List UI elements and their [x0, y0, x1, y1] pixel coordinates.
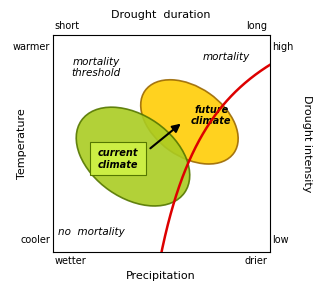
Text: low: low: [272, 236, 289, 246]
FancyBboxPatch shape: [89, 142, 146, 175]
Text: cooler: cooler: [21, 236, 50, 246]
Text: current
climate: current climate: [97, 148, 138, 170]
Text: drier: drier: [245, 256, 267, 266]
Text: short: short: [55, 21, 80, 31]
Ellipse shape: [76, 107, 190, 206]
Text: wetter: wetter: [55, 256, 87, 266]
Text: no  mortality: no mortality: [58, 227, 125, 237]
Text: future
climate: future climate: [191, 105, 231, 126]
Text: Drought intensity: Drought intensity: [302, 95, 312, 192]
Text: mortality: mortality: [203, 52, 250, 62]
Text: mortality
threshold: mortality threshold: [71, 57, 121, 79]
Text: Drought  duration: Drought duration: [112, 10, 211, 20]
Text: warmer: warmer: [13, 42, 50, 52]
Text: long: long: [247, 21, 267, 31]
Ellipse shape: [141, 80, 238, 164]
Text: Temperature: Temperature: [17, 108, 27, 179]
Text: high: high: [272, 42, 293, 52]
Text: Precipitation: Precipitation: [126, 272, 196, 282]
